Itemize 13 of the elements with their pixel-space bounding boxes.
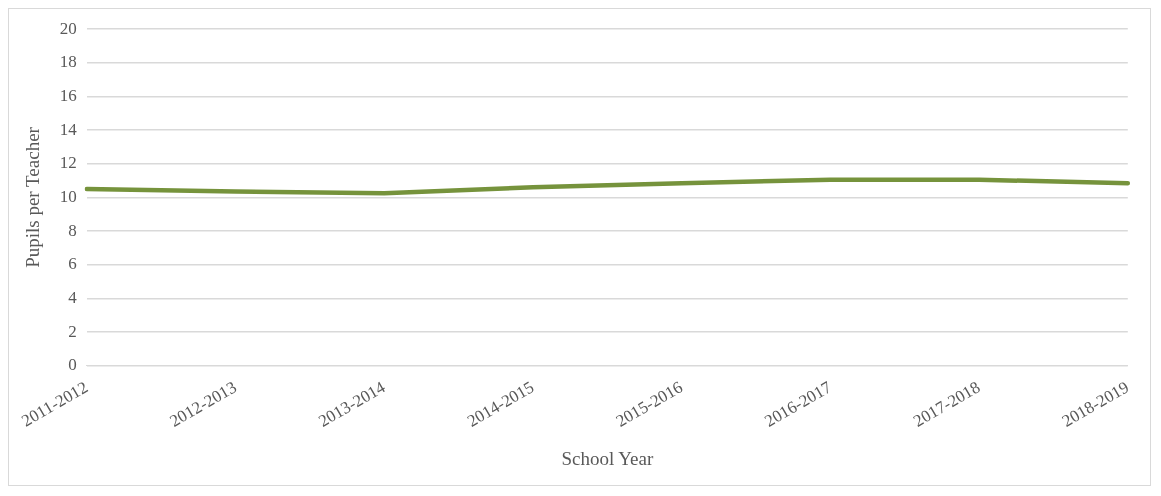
y-tick-label: 16 — [59, 85, 77, 105]
y-tick-label: 12 — [59, 153, 77, 173]
y-tick-label: 6 — [68, 254, 77, 274]
y-tick-label: 0 — [68, 355, 77, 375]
y-tick-label: 14 — [59, 119, 78, 139]
y-tick-label: 8 — [68, 220, 77, 240]
y-axis-title: Pupils per Teacher — [22, 126, 44, 268]
y-tick-label: 4 — [68, 287, 78, 307]
y-tick-label: 18 — [59, 52, 77, 72]
x-axis-title: School Year — [561, 447, 654, 469]
y-tick-label: 2 — [68, 321, 77, 341]
y-tick-label: 10 — [59, 186, 77, 206]
y-tick-label: 20 — [59, 18, 77, 38]
